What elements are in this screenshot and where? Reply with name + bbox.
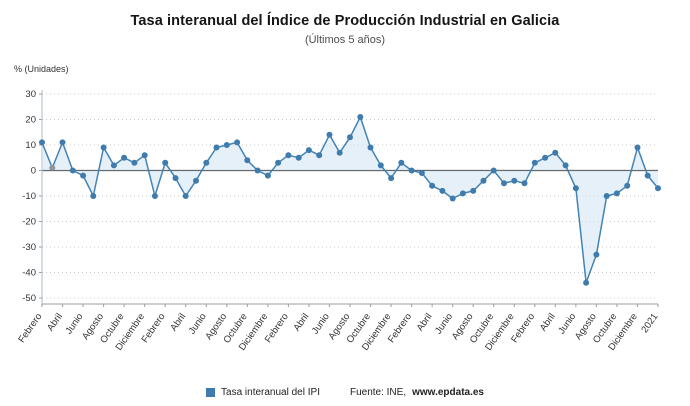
legend-item-ipi: Tasa interanual del IPI: [206, 387, 320, 398]
data-point: [655, 185, 661, 192]
data-point: [562, 162, 569, 169]
data-point: [429, 182, 436, 189]
data-point: [203, 159, 210, 166]
x-tick-label: 2021: [639, 311, 660, 335]
data-point: [439, 187, 446, 194]
data-point: [470, 187, 477, 194]
y-tick-label: -40: [22, 268, 36, 279]
chart-title: Tasa interanual del Índice de Producción…: [130, 13, 560, 29]
x-tick-label: Abril: [168, 311, 188, 333]
data-point: [459, 190, 466, 197]
data-point: [531, 159, 538, 166]
data-point: [234, 139, 241, 146]
series-area: [42, 117, 658, 283]
data-point: [624, 182, 631, 189]
data-point: [59, 139, 66, 146]
data-point: [121, 154, 128, 161]
data-point: [634, 144, 641, 151]
x-tick-label: Abril: [538, 311, 558, 333]
data-point: [542, 154, 549, 161]
y-tick-label: 20: [25, 115, 36, 126]
source-note: Fuente: INE, www.epdata.es: [350, 387, 484, 398]
data-point: [193, 177, 199, 184]
y-tick-label: 30: [25, 89, 36, 100]
data-point: [377, 162, 384, 169]
x-tick-label: Febrero: [16, 311, 44, 345]
data-point: [110, 162, 117, 169]
plot-area: 30 20 10 0 -10 -20 -30 -40 -50 Febrero Abril Junio A…: [0, 76, 690, 376]
data-point: [213, 144, 220, 151]
data-point: [295, 154, 302, 161]
data-point: [347, 134, 353, 141]
data-point: [357, 114, 364, 120]
x-tick-label: Abril: [45, 311, 65, 333]
data-point: [501, 180, 507, 187]
data-point: [264, 172, 271, 179]
data-point: [449, 195, 456, 202]
legend-swatch-icon: [206, 388, 216, 397]
y-tick-label: 0: [31, 166, 36, 177]
data-point: [305, 147, 312, 154]
y-tick-label: 10: [25, 140, 36, 151]
data-point: [39, 139, 45, 146]
data-point: [131, 159, 138, 166]
data-point: [223, 142, 230, 148]
data-point: [418, 170, 425, 176]
legend-series-label: Tasa interanual del IPI: [221, 387, 320, 398]
y-axis-unit-label: % (Unidades): [14, 64, 69, 74]
data-point: [69, 167, 76, 174]
data-point: [593, 251, 600, 258]
data-point: [552, 149, 559, 156]
chart-subtitle: (Últimos 5 años): [304, 34, 386, 46]
data-point: [90, 193, 97, 199]
data-point: [613, 190, 620, 197]
data-point: [162, 159, 169, 166]
data-point: [408, 167, 415, 174]
data-point: [151, 193, 158, 199]
x-tick-label: Abril: [415, 311, 435, 333]
data-point: [603, 193, 610, 199]
data-point: [254, 167, 261, 174]
data-point: [336, 149, 343, 156]
data-point: [583, 279, 590, 286]
data-point: [49, 164, 56, 171]
y-tick-label: -20: [22, 217, 36, 228]
source-prefix: Fuente: INE,: [349, 387, 407, 398]
data-point: [244, 157, 251, 164]
legend-row: Tasa interanual del IPI Fuente: INE, www…: [0, 387, 690, 398]
y-tick-label: -10: [22, 191, 36, 202]
data-point: [398, 159, 405, 166]
data-point: [100, 144, 107, 151]
data-point: [511, 177, 518, 184]
data-point: [572, 185, 579, 192]
data-point: [490, 167, 497, 174]
data-point: [275, 159, 282, 166]
data-point: [80, 172, 87, 179]
data-point: [644, 172, 651, 179]
data-point: [521, 180, 528, 187]
data-point: [388, 175, 395, 182]
data-point: [285, 152, 292, 159]
y-tick-label: -30: [22, 242, 36, 253]
y-tick-label: -50: [22, 293, 36, 304]
data-point: [367, 144, 374, 151]
data-point: [182, 193, 189, 199]
x-tick-label: Abril: [291, 311, 311, 333]
data-point: [480, 177, 487, 184]
data-point: [141, 152, 148, 159]
data-point: [326, 131, 333, 138]
source-site-link[interactable]: www.epdata.es: [412, 387, 484, 398]
data-point: [316, 152, 323, 159]
data-point: [172, 175, 179, 182]
